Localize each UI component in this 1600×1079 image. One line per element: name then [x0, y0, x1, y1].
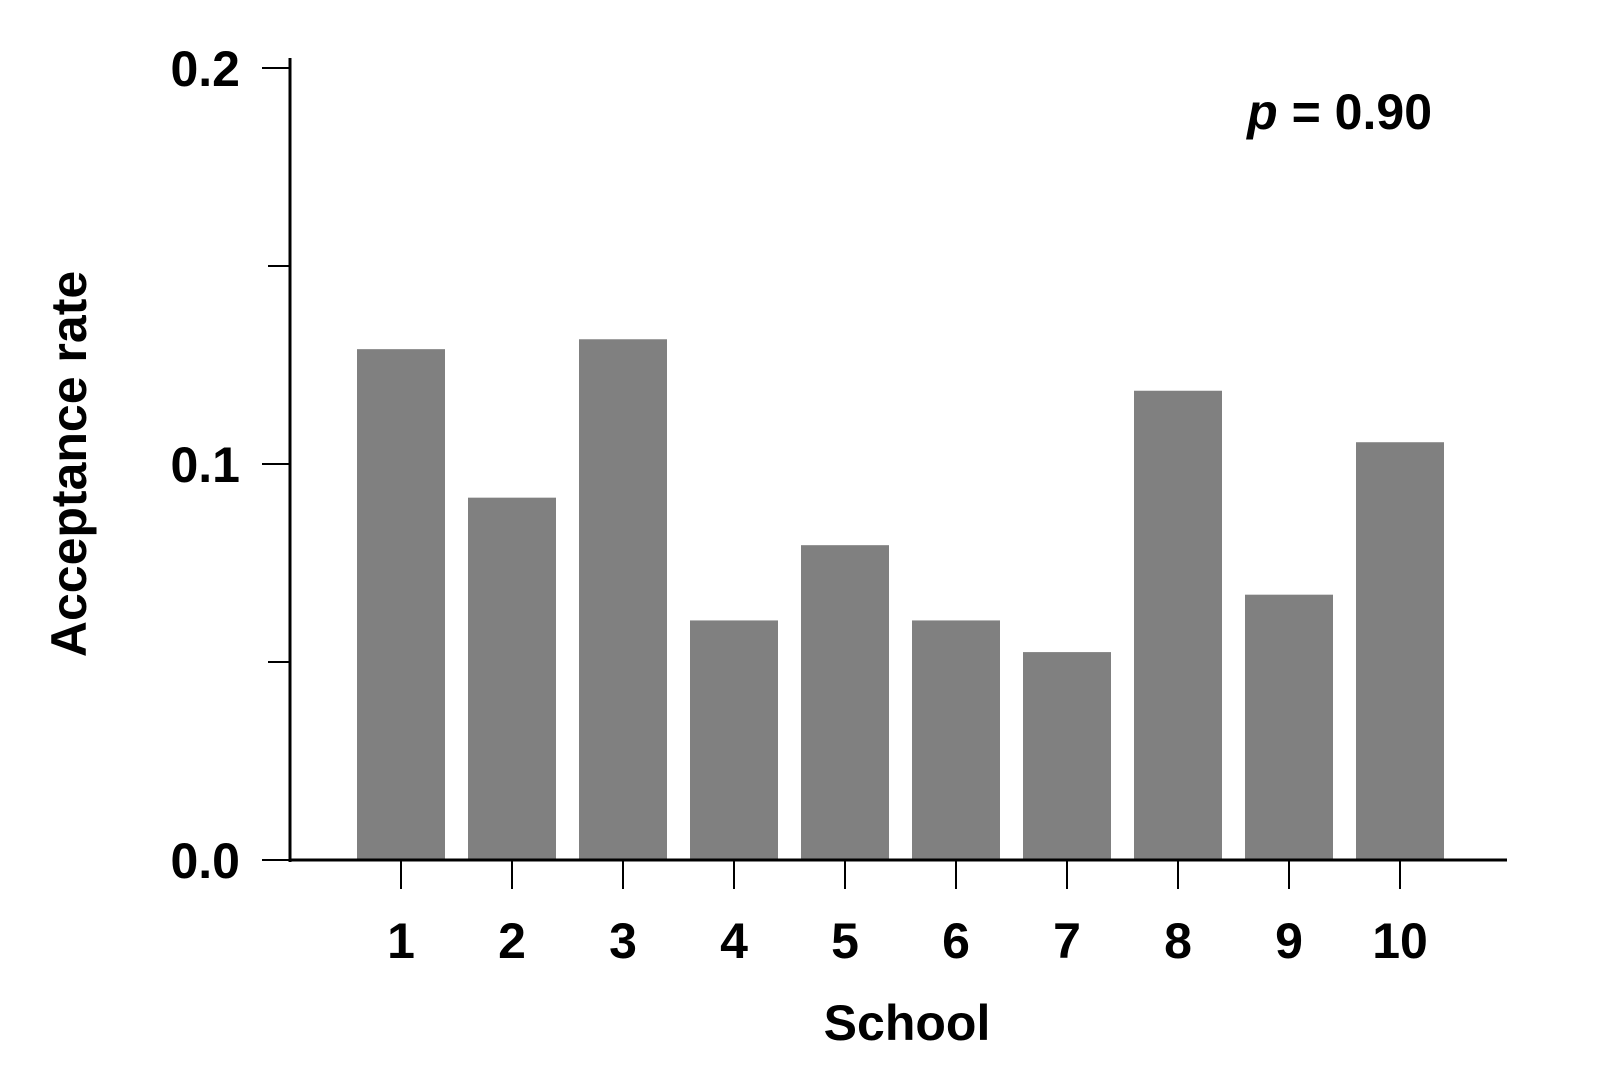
- bar-school-7: [1023, 652, 1111, 860]
- bar-school-8: [1134, 390, 1222, 860]
- bar-school-9: [1245, 594, 1333, 860]
- bar-school-5: [801, 545, 889, 860]
- bar-school-2: [468, 497, 556, 860]
- x-tick-label: 2: [498, 913, 526, 969]
- x-tick-label: 10: [1372, 913, 1428, 969]
- bar-school-4: [690, 620, 778, 860]
- bar-school-3: [579, 339, 667, 860]
- x-axis-title: School: [824, 995, 991, 1051]
- bar-school-6: [912, 620, 1000, 860]
- y-tick-label: 0.1: [170, 437, 240, 493]
- p-symbol: p: [1245, 84, 1278, 140]
- y-ticks: 0.0 0.1 0.2: [170, 41, 290, 889]
- bar-school-10: [1356, 442, 1444, 860]
- x-tick-label: 5: [831, 913, 859, 969]
- axes-layer: [288, 58, 1507, 862]
- y-axis-title: Acceptance rate: [41, 271, 97, 657]
- p-value-annotation: p = 0.90: [1245, 84, 1432, 140]
- x-tick-label: 4: [720, 913, 748, 969]
- x-tick-label: 6: [942, 913, 970, 969]
- x-tick-label: 1: [387, 913, 415, 969]
- x-ticks: 1 2 3 4 5 6 7 8 9 10: [387, 860, 1428, 969]
- x-tick-label: 3: [609, 913, 637, 969]
- y-tick-label: 0.0: [170, 833, 240, 889]
- p-value-text: = 0.90: [1278, 84, 1432, 140]
- bar-school-1: [357, 349, 445, 860]
- bars-layer: [357, 339, 1444, 860]
- y-tick-label: 0.2: [170, 41, 240, 97]
- x-tick-label: 9: [1275, 913, 1303, 969]
- x-tick-label: 7: [1053, 913, 1081, 969]
- x-tick-label: 8: [1164, 913, 1192, 969]
